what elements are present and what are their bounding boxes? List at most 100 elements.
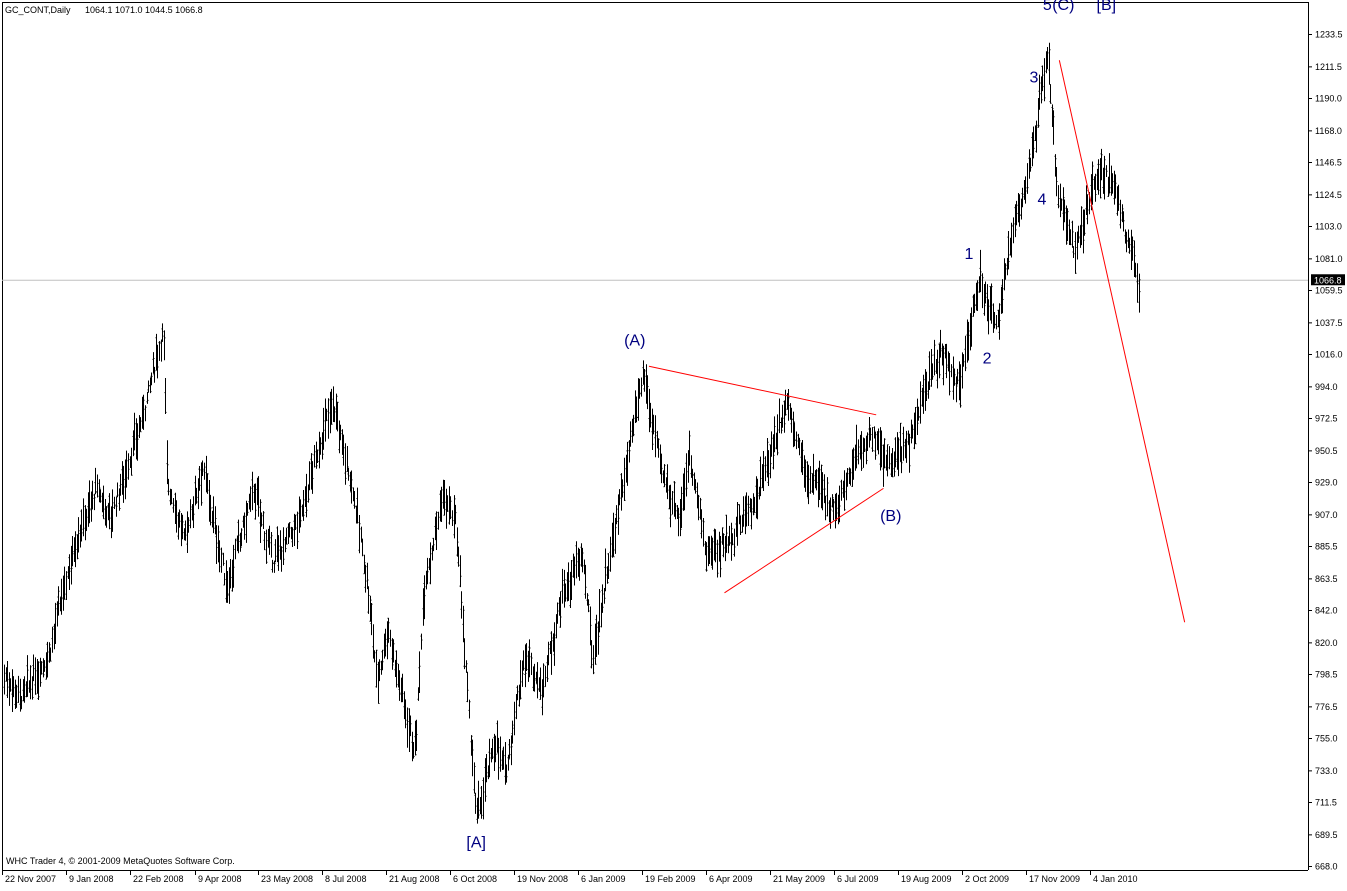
ohlc-bar — [820, 464, 823, 509]
ohlc-bar — [677, 507, 680, 537]
ohlc-bar — [649, 402, 652, 428]
ohlc-bar — [302, 490, 305, 521]
ohlc-bar — [364, 564, 367, 593]
ohlc-bar — [546, 655, 549, 682]
ohlc-bar — [536, 662, 539, 699]
ohlc-bar — [652, 414, 655, 435]
ohlc-bar — [239, 532, 242, 552]
time-tick-label: 9 Apr 2008 — [198, 874, 242, 884]
ohlc-bar — [877, 428, 880, 455]
ohlc-bar — [683, 467, 686, 511]
ohlc-values: 1064.1 1071.0 1044.5 1066.8 — [85, 5, 203, 15]
ohlc-bar — [12, 676, 15, 698]
ohlc-bar — [691, 468, 694, 486]
price-tick-label: 972.5 — [1315, 414, 1338, 424]
ohlc-bar — [1085, 185, 1088, 215]
ohlc-bar — [852, 447, 855, 480]
ohlc-bar — [77, 517, 80, 553]
ohlc-bar — [201, 460, 204, 476]
ohlc-bar — [1114, 174, 1117, 199]
ohlc-bar — [767, 450, 770, 486]
ohlc-bar — [1048, 42, 1051, 85]
ohlc-bar — [251, 471, 254, 511]
ohlc-bar — [108, 493, 111, 530]
ohlc-bar — [987, 299, 990, 335]
ohlc-bar — [1037, 98, 1040, 128]
ohlc-bar — [398, 670, 401, 701]
ohlc-bar — [381, 649, 384, 671]
ohlc-bar — [530, 652, 533, 675]
ohlc-bar — [43, 660, 46, 672]
ohlc-bar — [990, 283, 993, 324]
ohlc-bar — [234, 538, 237, 560]
ohlc-bar — [465, 660, 468, 673]
ohlc-bar — [663, 464, 666, 488]
ohlc-bar — [979, 249, 982, 293]
time-tick-label: 19 Aug 2009 — [901, 874, 952, 884]
wave-label: 1 — [965, 246, 974, 263]
ohlc-bar — [327, 398, 330, 439]
ohlc-bar — [325, 408, 328, 422]
ohlc-bar — [499, 736, 502, 772]
ohlc-bar — [787, 389, 790, 421]
ohlc-bar — [708, 536, 711, 564]
time-tick-label: 6 Oct 2008 — [453, 874, 497, 884]
time-tick-label: 17 Nov 2009 — [1029, 874, 1080, 884]
ohlc-bar — [37, 661, 40, 700]
ohlc-bar — [209, 494, 212, 526]
ohlc-bar — [745, 492, 748, 527]
ohlc-bar — [125, 450, 128, 488]
ohlc-bar — [336, 401, 339, 432]
ohlc-bar — [618, 489, 621, 506]
ohlc-bar — [220, 547, 223, 573]
ohlc-bar — [285, 527, 288, 545]
price-tick-label: 885.5 — [1315, 542, 1338, 552]
ohlc-bar — [516, 685, 519, 701]
ohlc-bar — [1052, 110, 1055, 145]
ohlc-bar — [860, 431, 863, 471]
price-tick-label: 1211.5 — [1315, 62, 1342, 72]
ohlc-bar — [291, 527, 294, 547]
ohlc-bar — [930, 349, 933, 387]
ohlc-bar — [502, 746, 505, 770]
ohlc-bar — [931, 363, 934, 380]
ohlc-bar — [753, 496, 756, 513]
ohlc-bar — [657, 438, 660, 458]
ohlc-bar — [564, 583, 567, 602]
ohlc-bar — [728, 525, 731, 546]
ohlc-bar — [508, 739, 511, 759]
wave-label: 4 — [1038, 191, 1047, 208]
ohlc-bar — [731, 533, 734, 546]
ohlc-bar — [377, 661, 380, 704]
ohlc-bar — [391, 638, 394, 670]
ohlc-bar — [953, 368, 956, 386]
ohlc-bar — [507, 754, 510, 771]
ohlc-bar — [730, 522, 733, 561]
ohlc-bar — [897, 437, 900, 477]
ohlc-bar — [863, 438, 866, 452]
ohlc-bar — [167, 478, 170, 496]
ohlc-bar — [446, 495, 449, 512]
ohlc-bar — [1125, 231, 1128, 253]
ohlc-bar — [34, 657, 37, 695]
ohlc-bar — [936, 349, 939, 389]
ohlc-bar — [488, 738, 491, 778]
ohlc-bar — [409, 715, 412, 737]
ohlc-bar — [229, 559, 232, 589]
ohlc-bar — [1097, 159, 1100, 195]
ohlc-bar — [477, 780, 480, 819]
ohlc-bar — [592, 645, 595, 675]
ohlc-bar — [948, 353, 951, 396]
price-tick-label: 1190.0 — [1315, 94, 1342, 104]
ohlc-bar — [99, 489, 102, 503]
ohlc-bar — [1077, 225, 1080, 243]
ohlc-bar — [922, 374, 925, 414]
current-price-box — [1311, 274, 1345, 286]
price-tick-label: 711.5 — [1315, 798, 1337, 808]
ohlc-bar — [212, 496, 215, 534]
wave-label: [B] — [1097, 0, 1117, 14]
ohlc-bar — [288, 522, 291, 538]
price-axis: 1233.5 1211.5 1190.0 1168.0 1146.5 1124.5 1103… — [1308, 30, 1343, 872]
ohlc-bar — [335, 393, 338, 430]
